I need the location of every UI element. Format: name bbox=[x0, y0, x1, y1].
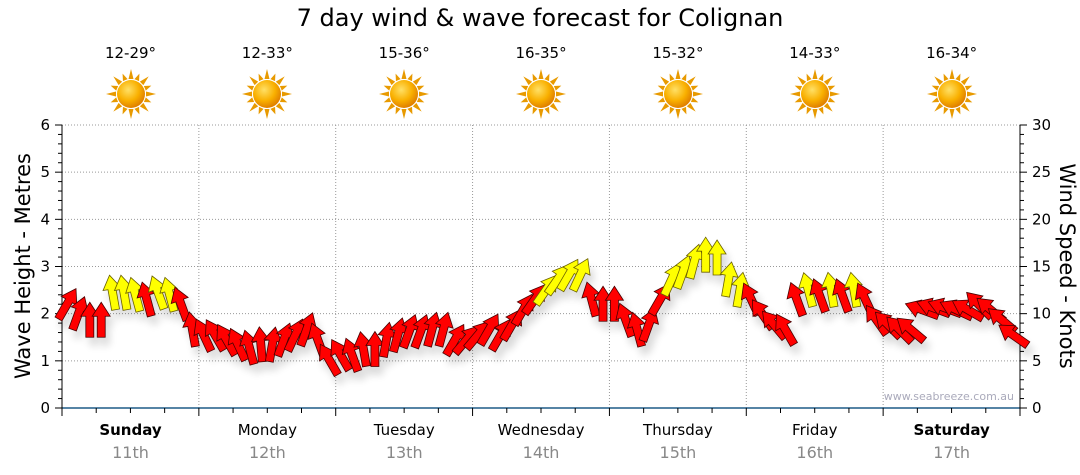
x-tick-label-day: Tuesday 13th bbox=[336, 421, 473, 462]
wind-arrow bbox=[638, 307, 660, 343]
sunny-icon bbox=[652, 69, 703, 119]
day-name: Monday bbox=[237, 421, 297, 439]
wind-arrow bbox=[91, 301, 111, 338]
sunny-icon bbox=[379, 69, 430, 119]
x-tick-label-day: Sunday 11th bbox=[62, 421, 199, 462]
day-forecast-sunday: 12-29° bbox=[62, 44, 199, 120]
x-tick-label-day: Wednesday 14th bbox=[473, 421, 610, 462]
temperature-range: 12-29° bbox=[104, 44, 157, 62]
wind-arrow bbox=[719, 261, 739, 298]
wind-arrows bbox=[54, 236, 1031, 378]
temperature-range: 15-36° bbox=[378, 44, 430, 62]
wind-arrow bbox=[998, 324, 1031, 349]
temperature-range: 16-35° bbox=[515, 44, 567, 62]
day-name: Wednesday bbox=[497, 421, 585, 439]
y-tick-label-left: 1 bbox=[40, 352, 50, 370]
temperature-range: 15-32° bbox=[652, 44, 704, 62]
day-forecast-monday: 12-33° bbox=[199, 44, 336, 120]
day-forecast-friday: 14-33° bbox=[746, 44, 883, 120]
y-tick-label-left: 5 bbox=[40, 163, 50, 181]
x-tick-label-day: Monday 12th bbox=[199, 421, 336, 462]
watermark: www.seabreeze.com.au bbox=[884, 390, 1014, 403]
y-tick-label-left: 2 bbox=[40, 305, 50, 323]
wind-arrow bbox=[896, 317, 928, 345]
day-date: 13th bbox=[385, 443, 423, 462]
temperature-range: 12-33° bbox=[241, 44, 293, 62]
sunny-icon bbox=[926, 69, 977, 119]
day-forecast-wednesday: 16-35° bbox=[473, 44, 610, 120]
y-tick-label-right: 5 bbox=[1032, 352, 1042, 370]
day-date: 12th bbox=[248, 443, 286, 462]
day-date: 16th bbox=[796, 443, 834, 462]
temperature-range: 14-33° bbox=[789, 44, 841, 62]
day-forecast-thursday: 15-32° bbox=[609, 44, 746, 120]
day-name: Tuesday bbox=[373, 421, 435, 439]
day-date: 14th bbox=[522, 443, 560, 462]
day-date: 15th bbox=[659, 443, 697, 462]
sunny-icon bbox=[242, 69, 293, 119]
y-tick-label-right: 10 bbox=[1032, 305, 1051, 323]
wind-arrow bbox=[786, 281, 807, 318]
y-tick-label-left: 4 bbox=[40, 210, 50, 228]
y-tick-label-left: 3 bbox=[40, 258, 50, 276]
y-tick-label-right: 0 bbox=[1032, 399, 1042, 417]
y-tick-label-right: 20 bbox=[1032, 210, 1051, 228]
wind-arrow bbox=[434, 311, 454, 348]
wind-arrow bbox=[775, 313, 799, 347]
x-tick-label-day: Thursday 15th bbox=[609, 421, 746, 462]
temperature-range: 16-34° bbox=[926, 44, 978, 62]
wind-arrow bbox=[568, 258, 591, 293]
sunny-icon bbox=[789, 69, 840, 119]
x-tick-label-day: Saturday 17th bbox=[883, 421, 1020, 462]
wind-arrow bbox=[476, 313, 500, 347]
y-tick-label-right: 25 bbox=[1032, 163, 1051, 181]
day-forecast-tuesday: 15-36° bbox=[336, 44, 473, 120]
sunny-icon bbox=[516, 69, 567, 119]
chart-title: 7 day wind & wave forecast for Colignan bbox=[296, 4, 784, 32]
wind-arrow bbox=[604, 285, 625, 322]
y-tick-label-left: 6 bbox=[40, 116, 50, 134]
y-tick-label-left: 0 bbox=[40, 399, 50, 417]
x-tick-label-day: Friday 16th bbox=[746, 421, 883, 462]
wind-arrow bbox=[707, 239, 727, 276]
day-name: Saturday bbox=[913, 421, 990, 439]
day-forecast-saturday: 16-34° bbox=[883, 44, 1020, 120]
day-name: Thursday bbox=[643, 421, 713, 439]
y-tick-label-right: 30 bbox=[1032, 116, 1051, 134]
day-name: Friday bbox=[792, 421, 838, 439]
sunny-icon bbox=[105, 69, 156, 119]
day-date: 17th bbox=[933, 443, 971, 462]
day-name: Sunday bbox=[99, 421, 162, 439]
day-date: 11th bbox=[112, 443, 149, 462]
y-tick-label-right: 15 bbox=[1032, 258, 1051, 276]
